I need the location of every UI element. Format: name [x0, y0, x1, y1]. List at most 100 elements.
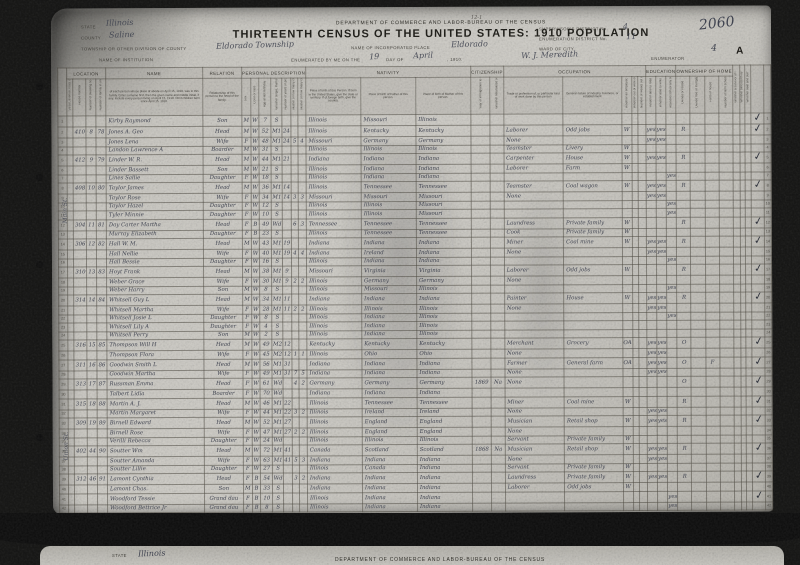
- cell-check: ✓: [751, 150, 765, 163]
- cell-mar: S: [272, 330, 283, 340]
- cell-rel: Head: [203, 294, 243, 306]
- cell-father: Tennessee: [361, 217, 417, 230]
- cell-born: Illinois: [307, 464, 363, 473]
- cell-farm: [704, 191, 719, 200]
- cell-born: Illinois: [307, 408, 363, 417]
- cell-n: 16: [58, 258, 68, 268]
- cell-mother: Indiana: [415, 153, 471, 165]
- cell-sex: M: [242, 154, 251, 166]
- cell-race: W: [251, 358, 261, 370]
- cell-name: Day Carter Martha: [106, 218, 204, 231]
- cell-ind: Retail shop: [564, 443, 624, 455]
- cell-race: B: [252, 492, 261, 504]
- cell-imm: [471, 329, 492, 339]
- enumerator-checkmark: ✓: [752, 177, 764, 192]
- enumerator-checkmark: ✓: [753, 354, 764, 368]
- cell-mother: Indiana: [417, 491, 473, 503]
- cell-cl: 2: [299, 427, 308, 437]
- cell-house: [73, 174, 87, 183]
- cell-imm: [471, 293, 492, 305]
- supervisor-district-value-handwriting: 4: [622, 21, 629, 32]
- cell-mar: M1: [271, 154, 283, 166]
- cell-rn: 42: [765, 501, 773, 510]
- cell-street: [66, 174, 74, 184]
- cell-own: [676, 135, 691, 144]
- cell-read: [646, 275, 657, 284]
- cell-father: Indiana: [361, 368, 417, 378]
- cell-race: W: [251, 266, 260, 278]
- cell-ind: [563, 247, 623, 257]
- cell-school: [666, 227, 677, 237]
- next-page-state-label: STATE: [112, 553, 127, 558]
- cell-mother: England: [417, 416, 473, 428]
- column-group-relation: RELATION: [202, 67, 242, 79]
- cell-mar: S: [271, 115, 283, 127]
- cell-sex: M: [242, 266, 252, 278]
- cell-write: [656, 171, 667, 181]
- cell-ind: Private family: [563, 228, 623, 237]
- cell-ind: Private family: [563, 217, 623, 229]
- column-group-occupation: OCCUPATION: [503, 65, 646, 78]
- cell-rel: Boarder: [203, 389, 244, 398]
- cell-father: Indiana: [362, 483, 418, 493]
- cell-rn: 20: [764, 291, 772, 303]
- cell-cl: [298, 209, 307, 219]
- cell-dw: 44: [87, 445, 98, 457]
- cell-occ: None: [504, 407, 565, 417]
- cell-rn: 26: [764, 347, 772, 357]
- cell-mother: Indiana: [417, 472, 473, 484]
- cell-rn: 1: [763, 112, 771, 124]
- column-group-nativity: NATIVITY: [305, 66, 471, 78]
- cell-rel: Head: [202, 126, 242, 138]
- cell-mother: Illinois: [415, 114, 471, 126]
- cell-house: [74, 350, 88, 360]
- cell-sex: F: [243, 408, 252, 418]
- cell-sex: F: [243, 473, 253, 485]
- cell-cl: [299, 464, 308, 473]
- cell-street: [67, 331, 75, 341]
- cell-own: [677, 490, 692, 502]
- cell-vet: [733, 208, 740, 217]
- cell-read: [646, 320, 657, 329]
- cell-house: [74, 305, 88, 315]
- cell-rel: Son: [203, 330, 243, 340]
- cell-fam: [96, 165, 107, 175]
- cell-ind: Retail shop: [564, 415, 623, 427]
- cell-sex: M: [242, 339, 252, 351]
- cell-wks: [638, 124, 647, 136]
- cell-fam: 84: [96, 294, 107, 306]
- cell-farm: [706, 490, 721, 502]
- cell-mar: S: [272, 492, 284, 504]
- cell-nat: [491, 491, 506, 503]
- cell-age: 46: [260, 397, 273, 409]
- cell-race: W: [250, 154, 260, 166]
- cell-imm: [471, 237, 491, 249]
- cell-check: ✓: [751, 290, 765, 303]
- cell-occ: Laborer: [505, 482, 565, 492]
- cell-dw: [86, 174, 97, 183]
- cell-n: 25: [58, 340, 68, 352]
- cell-race: B: [251, 229, 260, 239]
- cell-name: Birnell Edward: [107, 417, 205, 429]
- cell-nat: [491, 338, 505, 350]
- cell-write: [656, 320, 668, 329]
- cell-school: [667, 367, 678, 377]
- cell-ind: [563, 320, 623, 330]
- institution-label: NAME OF INSTITUTION: [99, 57, 154, 63]
- cell-emp: [623, 454, 634, 464]
- cell-farm: [704, 113, 719, 125]
- cell-age: 56: [260, 358, 273, 370]
- cell-dw: 16: [87, 359, 98, 371]
- cell-read: yes: [646, 180, 657, 192]
- cell-check: ✓: [751, 122, 764, 135]
- cell-ind: [563, 208, 623, 218]
- cell-occ: Cook: [503, 228, 564, 238]
- cell-check: ✓: [751, 262, 765, 275]
- cell-nat: [491, 388, 505, 397]
- cell-father: Kentucky: [360, 125, 416, 137]
- cell-write: [656, 216, 667, 228]
- cell-check: ✓: [752, 469, 766, 482]
- cell-sex: F: [243, 389, 252, 398]
- cell-ind: [563, 135, 622, 145]
- cell-mar: M1: [272, 417, 284, 429]
